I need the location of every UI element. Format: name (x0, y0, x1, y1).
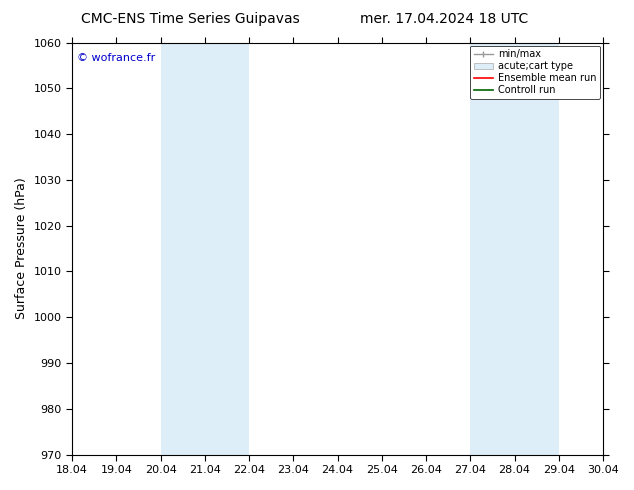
Text: © wofrance.fr: © wofrance.fr (77, 53, 156, 63)
Y-axis label: Surface Pressure (hPa): Surface Pressure (hPa) (15, 178, 28, 319)
Text: mer. 17.04.2024 18 UTC: mer. 17.04.2024 18 UTC (359, 12, 528, 26)
Bar (470, 43, 559, 455)
Bar (160, 43, 249, 455)
Text: CMC-ENS Time Series Guipavas: CMC-ENS Time Series Guipavas (81, 12, 300, 26)
Legend: min/max, acute;cart type, Ensemble mean run, Controll run: min/max, acute;cart type, Ensemble mean … (470, 46, 600, 99)
